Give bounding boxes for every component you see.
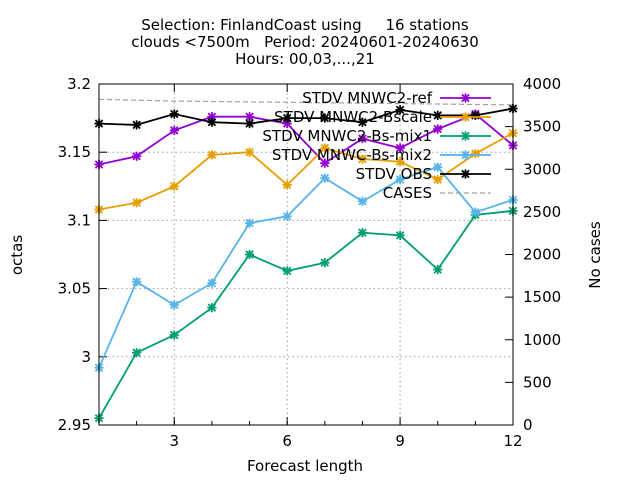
data-point bbox=[320, 173, 330, 183]
data-point bbox=[433, 110, 443, 120]
y2-axis-label: No cases bbox=[586, 221, 604, 289]
data-point bbox=[395, 230, 405, 241]
data-point bbox=[207, 303, 217, 313]
data-point bbox=[132, 151, 142, 161]
y2-tick-label: 1500 bbox=[523, 288, 561, 306]
data-point bbox=[132, 120, 142, 130]
data-point bbox=[320, 158, 330, 168]
legend-label: STDV OBS bbox=[356, 165, 432, 183]
y-tick-label: 3.05 bbox=[58, 280, 91, 298]
data-point bbox=[207, 117, 217, 127]
data-point bbox=[433, 162, 443, 172]
data-point bbox=[395, 174, 405, 185]
y2-tick-label: 4000 bbox=[523, 75, 561, 93]
series-line bbox=[98, 98, 514, 106]
data-point bbox=[320, 258, 330, 268]
data-point bbox=[470, 110, 480, 120]
data-point bbox=[395, 105, 405, 115]
y2-tick-label: 3500 bbox=[523, 118, 561, 136]
x-tick-label: 9 bbox=[395, 432, 405, 450]
data-point bbox=[357, 196, 368, 206]
data-point bbox=[433, 264, 443, 275]
y2-tick-label: 3000 bbox=[523, 160, 561, 178]
y-tick-label: 3.15 bbox=[58, 143, 91, 161]
data-point bbox=[169, 330, 179, 340]
legend-marker bbox=[460, 150, 471, 160]
x-tick-label: 3 bbox=[169, 432, 179, 450]
y-axis-label: octas bbox=[8, 235, 26, 275]
legend-marker bbox=[460, 169, 471, 179]
data-point bbox=[244, 112, 255, 122]
ticks: 2.95 3 3.05 3.1 3.15 3.2 0 500 1000 1500 2000 2500 3… bbox=[58, 75, 562, 450]
x-axis-label: Forecast length bbox=[247, 457, 363, 475]
data-point bbox=[433, 174, 443, 185]
data-point bbox=[357, 133, 368, 144]
legend-marker bbox=[460, 112, 471, 122]
y-tick-label: 3.2 bbox=[67, 75, 91, 93]
data-point bbox=[169, 300, 179, 310]
data-point bbox=[244, 118, 255, 129]
data-point bbox=[433, 124, 443, 134]
x-tick-label: 12 bbox=[503, 432, 522, 450]
data-point bbox=[132, 348, 142, 358]
x-tick-label: 6 bbox=[282, 432, 292, 450]
series-5 bbox=[94, 103, 518, 130]
legend-label: STDV MNWC-Bs-mix2 bbox=[272, 146, 432, 164]
chart-title: Selection: FinlandCoast using 16 station… bbox=[131, 16, 479, 68]
data-point bbox=[207, 150, 217, 160]
legend-label: STDV MNWC2-Bs-mix1 bbox=[262, 127, 432, 145]
data-point bbox=[244, 249, 255, 260]
data-point bbox=[470, 207, 480, 217]
series-line bbox=[98, 107, 514, 126]
data-point bbox=[282, 266, 292, 276]
y2-tick-label: 2000 bbox=[523, 246, 561, 264]
title-line-1: Selection: FinlandCoast using 16 station… bbox=[141, 16, 469, 34]
series-line bbox=[98, 210, 514, 419]
data-point bbox=[357, 154, 368, 164]
y2-tick-label: 0 bbox=[523, 416, 533, 434]
grid bbox=[99, 84, 513, 425]
legend-marker bbox=[460, 131, 471, 141]
data-point bbox=[282, 211, 292, 221]
data-point bbox=[320, 143, 330, 153]
data-point bbox=[207, 278, 217, 288]
data-point bbox=[470, 148, 480, 159]
data-point bbox=[244, 147, 255, 157]
y2-tick-label: 500 bbox=[523, 373, 552, 391]
data-point bbox=[169, 125, 179, 135]
series-6 bbox=[98, 98, 514, 106]
data-point bbox=[132, 277, 142, 287]
data-point bbox=[357, 117, 368, 127]
y-tick-label: 3.1 bbox=[67, 211, 91, 229]
data-point bbox=[244, 218, 255, 228]
data-point bbox=[282, 113, 292, 123]
data-point bbox=[169, 181, 179, 191]
legend-label: STDV MNWC2-ref bbox=[302, 89, 432, 107]
series-line bbox=[98, 112, 514, 166]
legend-label: STDV MNWC2-Bscale bbox=[274, 108, 432, 126]
data-point bbox=[320, 113, 330, 123]
legend-label: CASES bbox=[383, 184, 432, 202]
data-point bbox=[132, 198, 142, 208]
data-point bbox=[395, 157, 405, 167]
data-point bbox=[357, 228, 368, 238]
y-tick-label: 2.95 bbox=[58, 416, 91, 434]
y2-tick-label: 2500 bbox=[523, 203, 561, 221]
data-point bbox=[169, 109, 179, 119]
y-tick-label: 3 bbox=[81, 348, 91, 366]
data-point bbox=[282, 180, 292, 190]
title-line-2: clouds <7500m Period: 20240601-20240630 bbox=[131, 33, 479, 51]
data-point bbox=[395, 143, 405, 153]
y2-tick-label: 1000 bbox=[523, 331, 561, 349]
legend-marker bbox=[460, 93, 471, 103]
title-line-3: Hours: 00,03,...,21 bbox=[235, 50, 375, 68]
plot-frame bbox=[98, 83, 514, 426]
